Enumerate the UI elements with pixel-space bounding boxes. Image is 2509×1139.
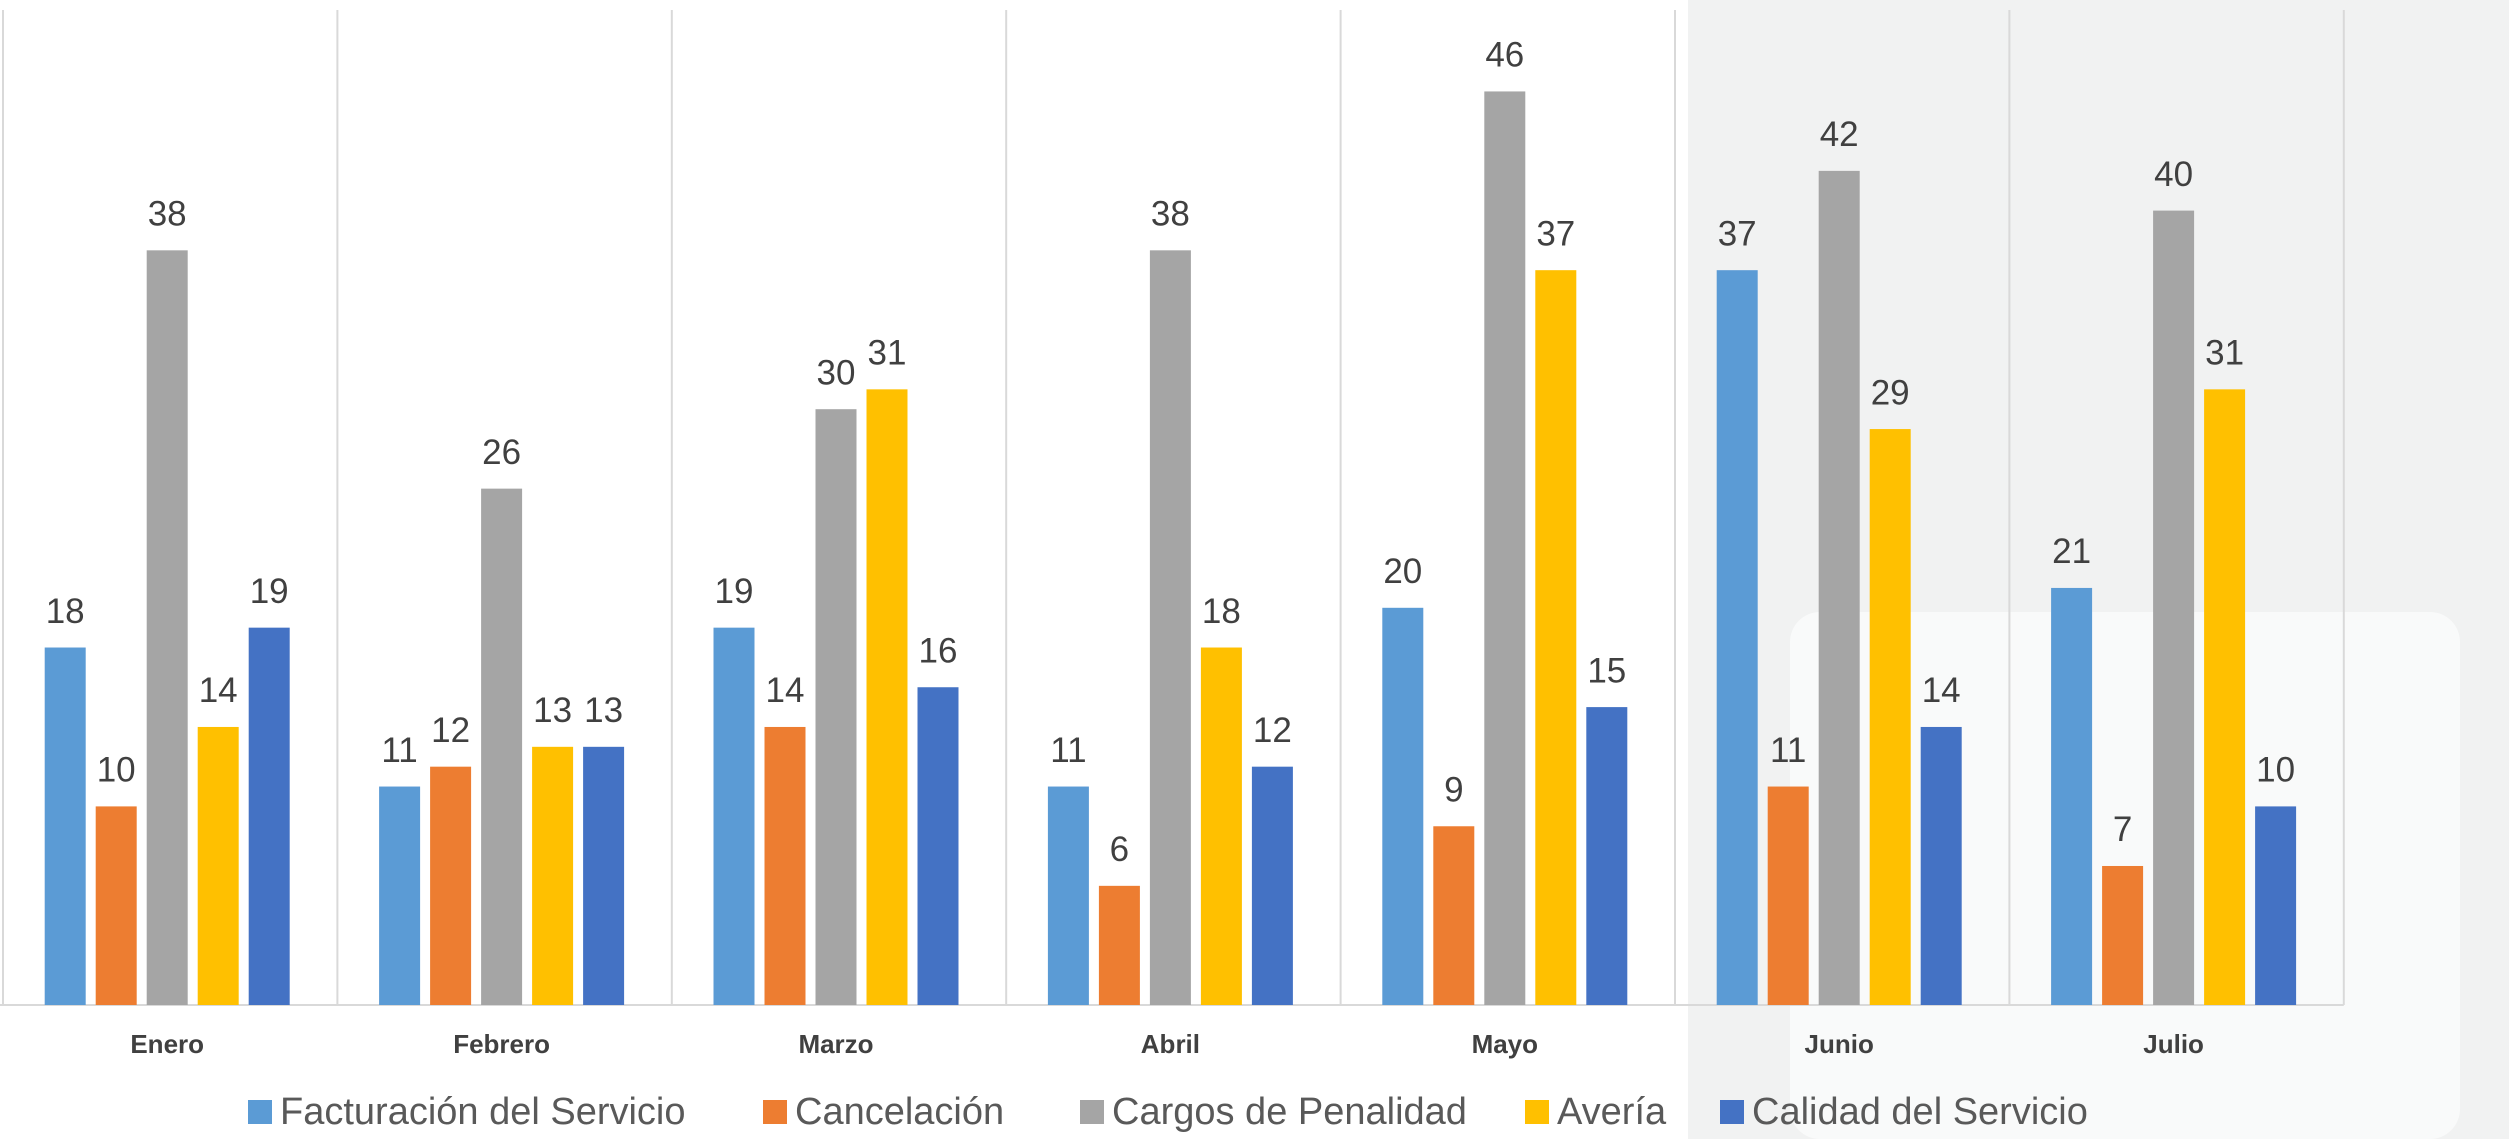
bar	[248, 627, 290, 1005]
legend-swatch	[763, 1100, 787, 1124]
data-label: 14	[766, 671, 805, 710]
data-label: 7	[2113, 810, 2132, 849]
bar	[917, 687, 959, 1005]
data-label: 38	[1151, 195, 1190, 234]
bar	[815, 409, 857, 1005]
bar	[197, 726, 239, 1005]
bar	[764, 726, 806, 1005]
bar	[2255, 806, 2297, 1005]
data-label: 10	[2256, 751, 2295, 790]
bar	[146, 250, 188, 1005]
bar	[1767, 786, 1809, 1005]
bar	[1200, 647, 1242, 1005]
data-label: 11	[381, 731, 417, 770]
data-label: 30	[817, 353, 856, 392]
bar	[583, 746, 625, 1005]
bar	[1433, 826, 1475, 1005]
legend-swatch	[1525, 1100, 1549, 1124]
legend-label: Cancelación	[795, 1091, 1004, 1133]
bar	[44, 647, 86, 1005]
data-label: 11	[1050, 731, 1086, 770]
data-label: 18	[46, 592, 85, 631]
bar	[866, 389, 908, 1006]
data-label: 29	[1871, 373, 1910, 412]
data-label: 14	[1922, 671, 1961, 710]
bar	[1586, 707, 1628, 1005]
bar	[1535, 270, 1577, 1005]
data-label: 26	[482, 433, 521, 472]
data-label: 42	[1820, 115, 1859, 154]
x-tick-label: Mayo	[1472, 1029, 1538, 1059]
x-tick-label: Enero	[130, 1029, 204, 1059]
legend-swatch	[1080, 1100, 1104, 1124]
legend-label: Avería	[1557, 1091, 1667, 1133]
data-label: 12	[1253, 711, 1292, 750]
data-label: 21	[2052, 532, 2091, 571]
data-label: 10	[97, 751, 136, 790]
bar	[1818, 170, 1860, 1005]
legend-label: Cargos de Penalidad	[1112, 1091, 1467, 1133]
bar	[532, 746, 574, 1005]
bar	[2051, 587, 2093, 1005]
x-tick-label: Febrero	[453, 1029, 550, 1059]
data-label: 37	[1536, 214, 1575, 253]
bar	[1484, 91, 1526, 1005]
data-label: 18	[1202, 592, 1241, 631]
bar	[2204, 389, 2246, 1006]
bar	[1047, 786, 1089, 1005]
data-label: 20	[1383, 552, 1422, 591]
legend-label: Calidad del Servicio	[1752, 1091, 2088, 1133]
data-label: 31	[2205, 334, 2244, 373]
data-label: 40	[2154, 155, 2193, 194]
bar	[1098, 885, 1140, 1005]
x-tick-label: Julio	[2143, 1029, 2204, 1059]
data-label: 9	[1444, 771, 1463, 810]
bar	[481, 488, 523, 1005]
bar	[430, 766, 472, 1005]
data-label: 37	[1718, 214, 1757, 253]
bar	[379, 786, 421, 1005]
data-label: 38	[148, 195, 187, 234]
legend-label: Facturación del Servicio	[280, 1091, 686, 1133]
data-label: 11	[1770, 731, 1806, 770]
data-label: 31	[868, 334, 907, 373]
data-label: 14	[199, 671, 238, 710]
bar	[1920, 726, 1962, 1005]
bar	[713, 627, 755, 1005]
data-label: 12	[431, 711, 470, 750]
data-label: 19	[250, 572, 289, 611]
bar	[1251, 766, 1293, 1005]
data-label: 13	[533, 691, 572, 730]
data-label: 6	[1110, 830, 1129, 869]
data-label: 16	[919, 631, 958, 670]
bar	[1149, 250, 1191, 1005]
x-tick-label: Abril	[1141, 1029, 1200, 1059]
data-label: 15	[1587, 651, 1626, 690]
bar	[1716, 270, 1758, 1005]
bar	[1382, 607, 1424, 1005]
x-tick-label: Marzo	[798, 1029, 873, 1059]
bar	[2102, 865, 2144, 1005]
data-label: 13	[584, 691, 623, 730]
data-label: 19	[715, 572, 754, 611]
bar	[1869, 429, 1911, 1005]
legend-swatch	[1720, 1100, 1744, 1124]
bar	[2153, 210, 2195, 1006]
data-label: 46	[1485, 36, 1524, 75]
legend-swatch	[248, 1100, 272, 1124]
x-tick-label: Junio	[1805, 1029, 1874, 1059]
bar	[95, 806, 137, 1005]
